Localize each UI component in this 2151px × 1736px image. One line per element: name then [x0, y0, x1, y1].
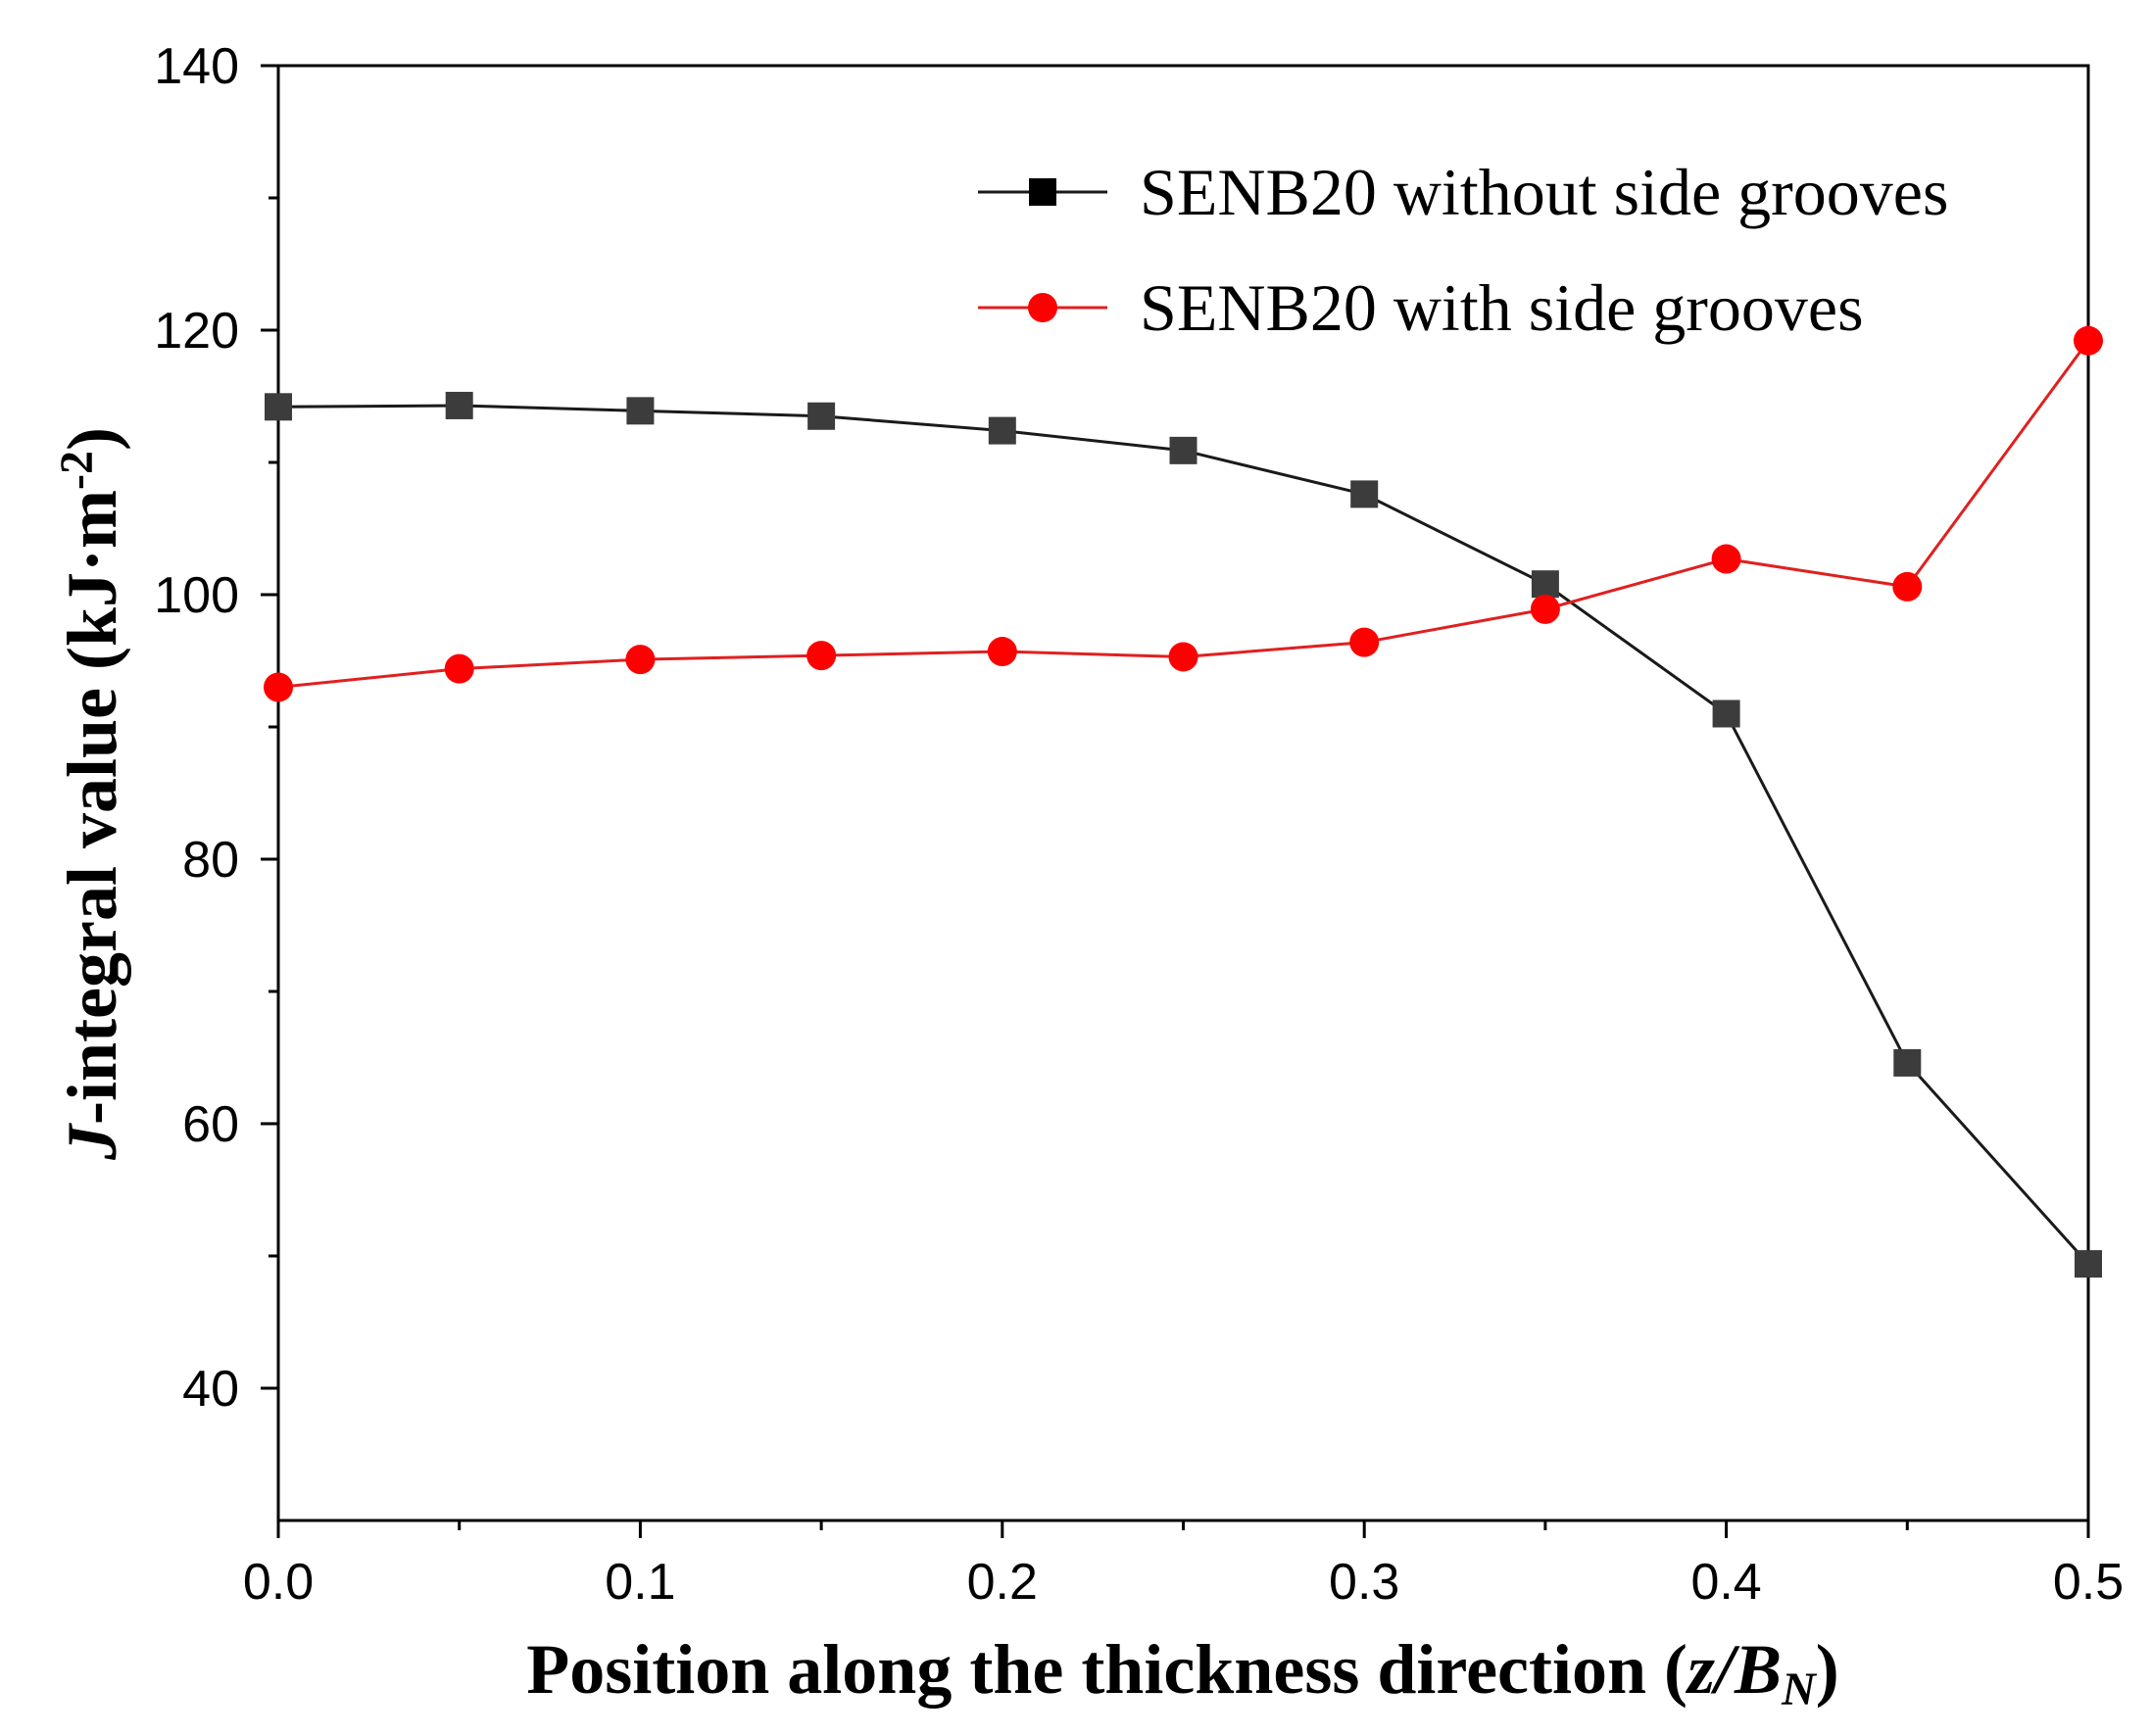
series-line-with-grooves	[277, 339, 2090, 689]
legend-marker-circle	[1028, 293, 1057, 322]
y-tick-label: 60	[182, 1096, 239, 1153]
y-tick-label: 40	[182, 1361, 239, 1418]
x-tick-label: 0.1	[605, 1554, 675, 1611]
data-point-with-grooves	[1349, 627, 1380, 657]
data-point-with-grooves	[2074, 325, 2103, 356]
data-point-with-grooves	[1530, 594, 1560, 624]
data-point-with-grooves	[264, 672, 293, 702]
x-tick-label: 0.3	[1329, 1554, 1399, 1611]
data-point-without-grooves	[988, 416, 1016, 445]
series-layer	[264, 325, 2103, 1278]
y-tick-label: 120	[154, 303, 239, 360]
legend-marker-square	[1029, 178, 1056, 206]
data-point-without-grooves	[807, 402, 836, 430]
x-tick-label: 0.5	[2053, 1554, 2124, 1611]
x-tick-label: 0.0	[243, 1554, 314, 1611]
data-point-with-grooves	[807, 641, 837, 671]
y-tick-label: 140	[154, 38, 239, 95]
data-point-without-grooves	[2075, 1250, 2102, 1278]
data-point-without-grooves	[445, 391, 473, 419]
y-tick-label: 100	[154, 567, 239, 624]
x-axis-ticks: 0.0 0.1 0.2 0.3 0.4 0.5	[243, 1520, 2124, 1611]
data-point-with-grooves	[1892, 571, 1923, 602]
data-point-with-grooves	[1711, 544, 1741, 574]
data-point-with-grooves	[444, 653, 474, 684]
series-line-without-grooves	[277, 404, 2090, 1266]
data-point-without-grooves	[265, 393, 292, 421]
data-point-with-grooves	[987, 637, 1017, 667]
legend-label-without-grooves: SENB20 without side grooves	[1140, 155, 1948, 229]
data-point-without-grooves	[1712, 699, 1740, 728]
x-axis-title: Position along the thickness direction (…	[526, 1630, 1838, 1715]
y-axis-ticks: 40 60 80 100 120 140	[154, 38, 278, 1418]
data-point-without-grooves	[1169, 436, 1198, 464]
legend-label-with-grooves: SENB20 with side grooves	[1140, 270, 1864, 345]
data-point-without-grooves	[626, 397, 655, 425]
legend: SENB20 without side grooves SENB20 with …	[978, 155, 1948, 345]
data-point-without-grooves	[1893, 1048, 1922, 1077]
x-tick-label: 0.2	[967, 1554, 1038, 1611]
y-axis-title: J-integral value (kJ·m-2)	[51, 427, 131, 1161]
y-tick-label: 80	[182, 832, 239, 889]
data-point-without-grooves	[1350, 480, 1379, 508]
x-tick-label: 0.4	[1690, 1554, 1761, 1611]
data-point-with-grooves	[625, 645, 656, 675]
data-point-without-grooves	[1531, 570, 1559, 599]
data-point-with-grooves	[1168, 642, 1198, 672]
